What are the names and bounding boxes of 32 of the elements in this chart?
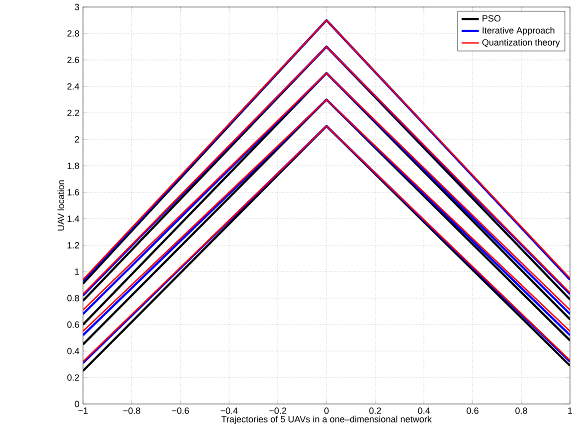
- x-tick-label: −1: [78, 408, 88, 414]
- y-tick-label: 2.8: [67, 30, 80, 37]
- x-tick-label: −0.6: [172, 408, 189, 414]
- y-tick-label: 0.4: [67, 348, 80, 354]
- x-tick-label: 1: [568, 408, 572, 414]
- x-tick-label: −0.8: [123, 408, 140, 414]
- y-tick-label: 1.2: [68, 242, 80, 248]
- legend-label: PSO: [482, 15, 500, 22]
- y-tick-label: 2.4: [67, 83, 80, 90]
- x-tick-label: −0.2: [269, 408, 286, 414]
- x-tick-label: 0.6: [466, 408, 478, 414]
- x-tick-label: −0.4: [220, 408, 238, 414]
- y-tick-label: 0.6: [67, 321, 80, 328]
- x-tick-label: 0.8: [515, 408, 528, 414]
- legend-label: Iterative Approach: [482, 26, 554, 36]
- y-tick-label: 2.6: [67, 56, 80, 64]
- legend-label: Quantization theory: [482, 38, 560, 48]
- x-axis-title: Trajectories of 5 UAVs in a one–dimensional network: [221, 416, 432, 424]
- y-tick-label: 2.2: [67, 110, 80, 116]
- x-tick-label: 0.2: [369, 408, 381, 414]
- y-tick-label: 0.2: [67, 374, 80, 381]
- x-tick-label: 0: [324, 408, 329, 414]
- x-tick-label: 0.4: [418, 408, 430, 414]
- y-tick-label: 2: [74, 136, 80, 142]
- y-tick-label: 1.6: [68, 189, 80, 196]
- y-tick-label: 0: [74, 400, 80, 408]
- y-tick-label: 1.8: [68, 162, 80, 169]
- y-axis-title: UAV location: [57, 180, 64, 230]
- y-tick-label: 1: [75, 268, 80, 275]
- y-tick-label: 3: [74, 4, 80, 10]
- y-tick-label: 0.8: [67, 294, 80, 302]
- y-tick-label: 1.4: [68, 216, 80, 222]
